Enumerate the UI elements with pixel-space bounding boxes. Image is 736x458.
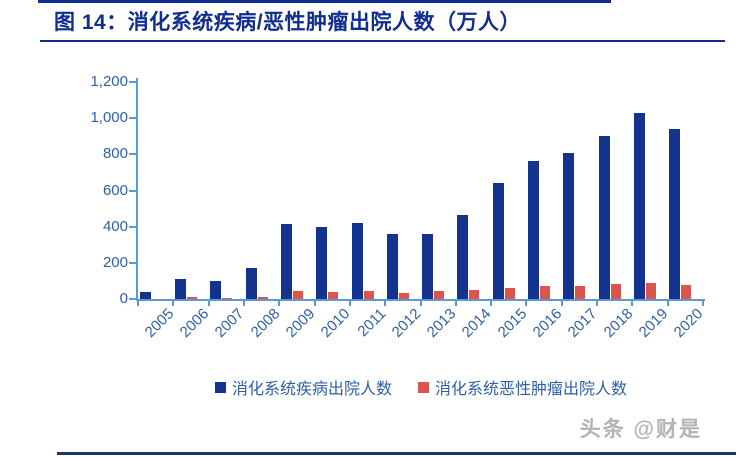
y-axis-label: 800: [102, 145, 128, 163]
y-axis-label: 400: [102, 217, 128, 235]
bar-malignant-tumor: [610, 283, 621, 299]
x-axis-label: 2007: [211, 305, 248, 341]
x-axis-tick: [560, 301, 563, 306]
y-axis-label: 1,000: [90, 109, 128, 127]
x-axis-tick: [278, 301, 281, 306]
bar-malignant-tumor: [540, 286, 551, 299]
legend-label: 消化系统恶性肿瘤出院人数: [435, 381, 628, 398]
bar-malignant-tumor: [186, 297, 197, 299]
bar-digestive-disease: [598, 136, 610, 299]
legend-swatch-icon: [418, 381, 429, 393]
legend-item-digestive-disease: 消化系统疾病出院人数: [214, 375, 392, 399]
x-axis-label: 2016: [529, 305, 566, 341]
bar-malignant-tumor: [469, 289, 480, 299]
y-axis-tick: [129, 81, 136, 83]
y-axis-tick: [129, 225, 136, 228]
x-axis-tick: [348, 301, 351, 306]
bar-digestive-disease: [210, 280, 222, 299]
y-axis-tick: [129, 189, 136, 192]
x-axis-tick: [207, 301, 210, 306]
x-axis-tick: [313, 301, 316, 306]
x-axis-tick: [525, 301, 528, 306]
x-axis-label: 2010: [317, 305, 354, 341]
figure-title: 图 14：消化系统疾病/恶性肿瘤出院人数（万人）: [54, 11, 522, 34]
y-axis-label: 0: [119, 290, 128, 307]
legend-label: 消化系统疾病出院人数: [231, 381, 392, 398]
chart-legend: 消化系统疾病出院人数 消化系统恶性肿瘤出院人数: [138, 375, 704, 399]
bar-digestive-disease: [245, 268, 257, 299]
x-axis-tick: [596, 301, 599, 306]
x-axis-label: 2019: [635, 305, 672, 341]
bar-malignant-tumor: [328, 291, 339, 299]
bar-digestive-disease: [386, 233, 398, 299]
y-axis-tick: [129, 261, 136, 264]
bar-digestive-disease: [457, 214, 469, 299]
bar-malignant-tumor: [434, 290, 445, 299]
x-axis-tick: [631, 301, 634, 306]
bar-digestive-disease: [139, 291, 151, 299]
bar-malignant-tumor: [292, 290, 303, 299]
bar-malignant-tumor: [363, 290, 374, 299]
top-rule: [38, 0, 611, 3]
y-axis-tick: [129, 298, 136, 300]
y-axis-tick: [129, 153, 136, 156]
x-axis-tick: [242, 301, 245, 306]
x-axis-tick: [666, 301, 669, 306]
x-axis-label: 2014: [459, 305, 495, 341]
watermark: 头条 @财是: [579, 418, 702, 441]
x-axis-label: 2009: [282, 305, 319, 341]
x-axis-label: 2018: [600, 305, 637, 341]
bar-digestive-disease: [669, 129, 681, 299]
bar-malignant-tumor: [504, 288, 515, 299]
y-axis-line: [136, 78, 138, 301]
x-axis-tick: [454, 301, 457, 306]
x-axis-label: 2013: [423, 305, 460, 341]
y-axis-tick: [129, 117, 136, 120]
bar-digestive-disease: [492, 183, 504, 299]
bar-digestive-disease: [174, 279, 186, 299]
x-axis-label: 2011: [354, 305, 389, 341]
x-axis-tick: [490, 301, 493, 306]
legend-swatch-icon: [214, 381, 226, 393]
x-axis-label: 2008: [247, 305, 283, 341]
bar-digestive-disease: [422, 233, 434, 299]
y-axis-label: 1,200: [90, 73, 128, 90]
bar-digestive-disease: [634, 112, 646, 299]
x-axis-label: 2006: [176, 305, 213, 341]
x-axis-tick: [384, 301, 387, 306]
x-axis-tick: [419, 301, 422, 306]
title-underline: [40, 40, 725, 42]
y-axis-label: 600: [102, 181, 128, 199]
bar-malignant-tumor: [646, 282, 657, 299]
bar-digestive-disease: [351, 223, 363, 299]
legend-item-malignant-tumor: 消化系统恶性肿瘤出院人数: [418, 375, 627, 399]
x-axis-label: 2005: [141, 305, 177, 341]
x-axis-tick: [702, 301, 704, 306]
x-axis-label: 2012: [388, 305, 425, 341]
bar-malignant-tumor: [257, 297, 268, 299]
bar-malignant-tumor: [681, 284, 692, 299]
y-axis-label: 200: [102, 253, 128, 271]
bar-digestive-disease: [563, 153, 575, 299]
bar-digestive-disease: [280, 223, 292, 299]
x-axis-tick: [172, 301, 175, 306]
x-axis-tick: [137, 301, 139, 306]
bottom-rule: [57, 452, 736, 455]
bar-malignant-tumor: [575, 286, 586, 299]
x-axis-label: 2020: [671, 305, 707, 341]
x-axis-label: 2017: [565, 305, 601, 341]
bar-digestive-disease: [528, 160, 540, 299]
x-axis-line: [136, 299, 705, 301]
bar-digestive-disease: [316, 226, 328, 299]
bar-malignant-tumor: [398, 292, 409, 299]
x-axis-label: 2015: [494, 305, 531, 341]
bar-malignant-tumor: [222, 297, 233, 299]
